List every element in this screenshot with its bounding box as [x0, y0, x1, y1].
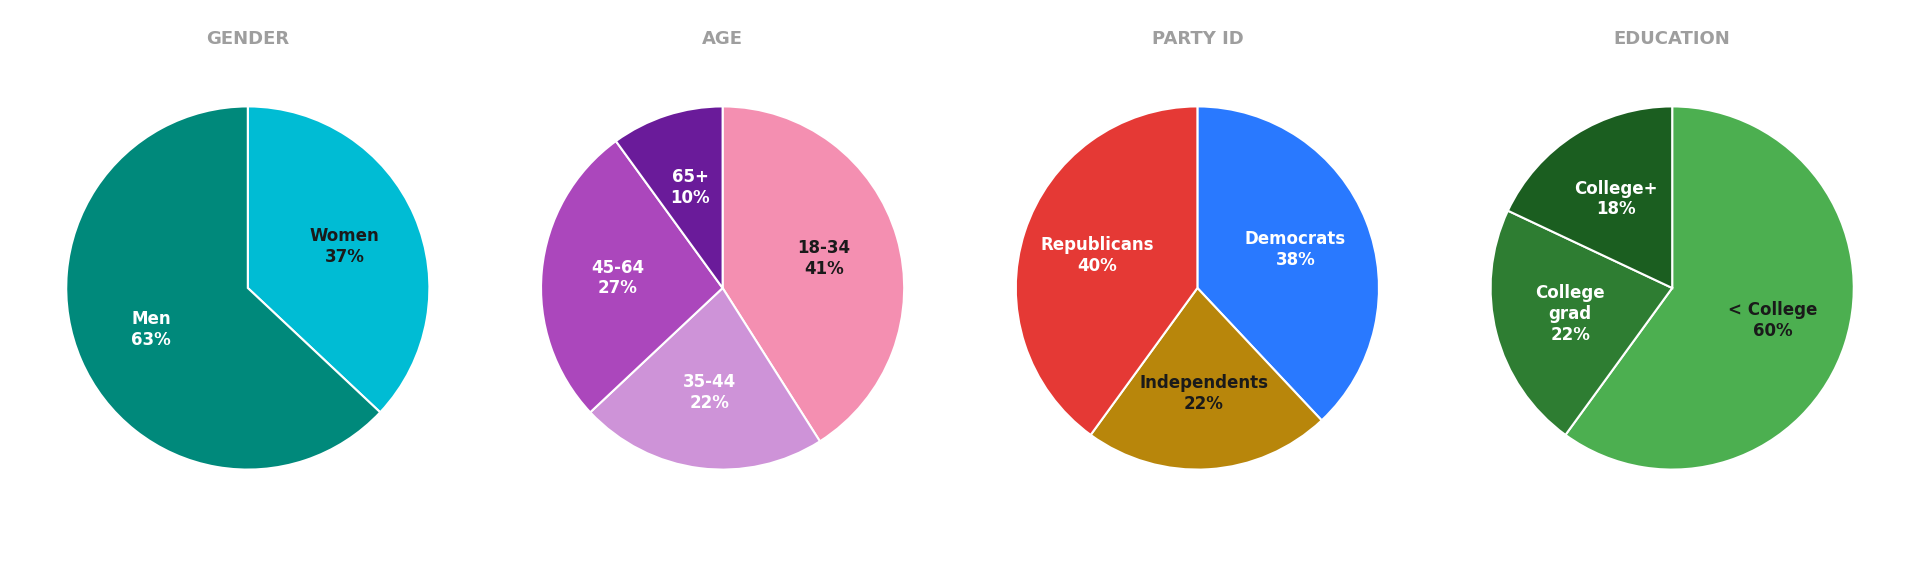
Wedge shape	[616, 107, 722, 288]
Title: GENDER: GENDER	[205, 31, 290, 48]
Text: < College
60%: < College 60%	[1728, 301, 1816, 340]
Title: EDUCATION: EDUCATION	[1615, 31, 1730, 48]
Text: 35-44
22%: 35-44 22%	[684, 373, 735, 412]
Text: Women
37%: Women 37%	[309, 227, 380, 266]
Text: Independents
22%: Independents 22%	[1139, 374, 1269, 412]
Text: College
grad
22%: College grad 22%	[1536, 285, 1605, 344]
Wedge shape	[1091, 288, 1321, 469]
Text: Democrats
38%: Democrats 38%	[1244, 230, 1346, 268]
Text: Republicans
40%: Republicans 40%	[1041, 236, 1154, 275]
Text: Men
63%: Men 63%	[131, 310, 171, 349]
Wedge shape	[65, 107, 380, 469]
Wedge shape	[1490, 211, 1672, 435]
Wedge shape	[541, 141, 722, 412]
Text: College+
18%: College+ 18%	[1574, 180, 1657, 218]
Wedge shape	[1507, 107, 1672, 288]
Text: 18-34
41%: 18-34 41%	[797, 239, 851, 278]
Title: PARTY ID: PARTY ID	[1152, 31, 1244, 48]
Text: 65+
10%: 65+ 10%	[670, 168, 710, 207]
Wedge shape	[1198, 107, 1379, 420]
Wedge shape	[722, 107, 904, 441]
Wedge shape	[248, 107, 430, 412]
Wedge shape	[1016, 107, 1198, 435]
Wedge shape	[1565, 107, 1855, 469]
Title: AGE: AGE	[703, 31, 743, 48]
Wedge shape	[589, 288, 820, 469]
Text: 45-64
27%: 45-64 27%	[591, 259, 645, 297]
